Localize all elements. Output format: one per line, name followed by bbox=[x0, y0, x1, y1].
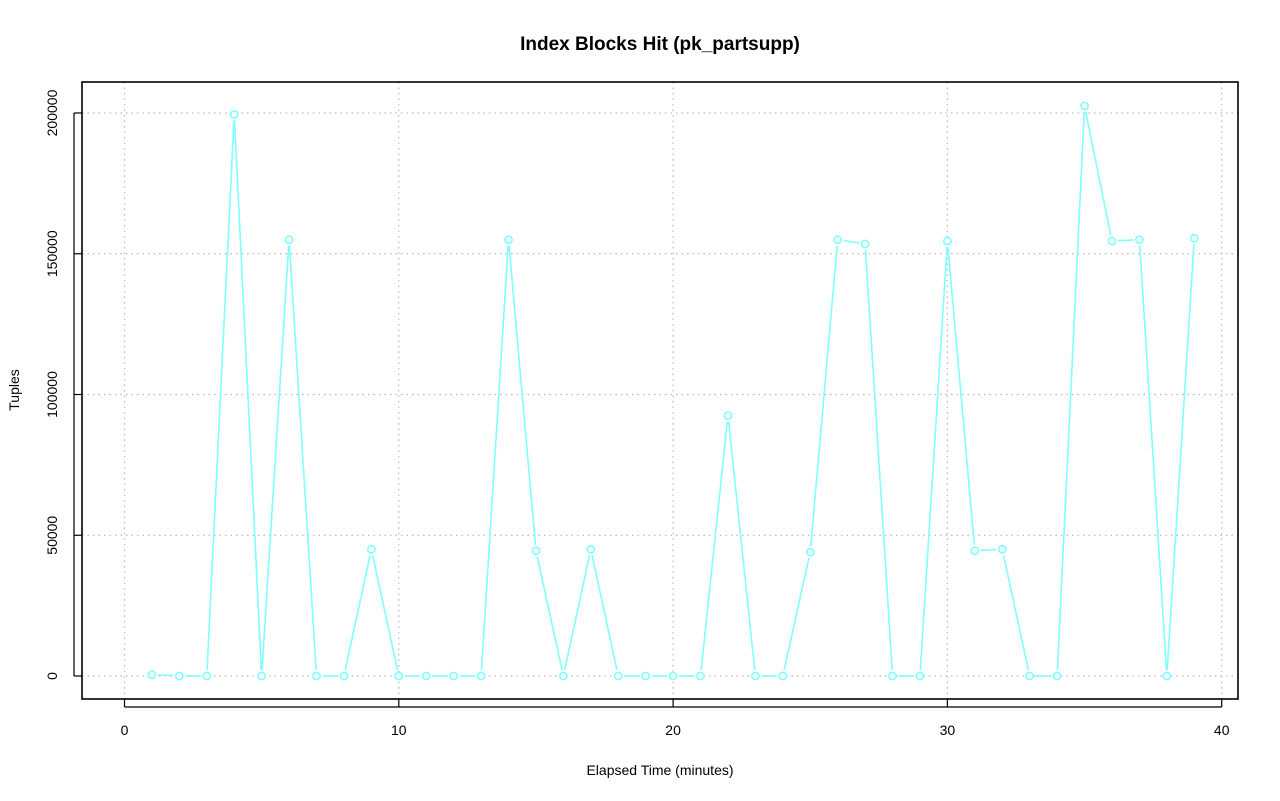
data-point bbox=[1107, 236, 1117, 246]
series-segment bbox=[563, 555, 591, 671]
data-point bbox=[312, 671, 321, 681]
data-point bbox=[805, 547, 815, 557]
series-segment bbox=[1138, 245, 1168, 671]
series-segment bbox=[1117, 239, 1134, 242]
series-line bbox=[147, 101, 1199, 681]
data-point bbox=[174, 671, 184, 681]
data-point bbox=[394, 671, 404, 681]
series-segment bbox=[1002, 555, 1030, 671]
data-point bbox=[696, 671, 705, 681]
x-axis-label: Elapsed Time (minutes) bbox=[586, 762, 733, 778]
data-point bbox=[668, 671, 678, 681]
series-segment bbox=[783, 557, 810, 671]
data-point bbox=[476, 671, 486, 681]
data-point bbox=[531, 546, 541, 556]
data-point bbox=[613, 671, 623, 681]
axes: 0 10 20 30 40 0 50000 100000 150000 200000 bbox=[44, 89, 1230, 738]
series bbox=[147, 101, 1199, 681]
data-point bbox=[778, 671, 788, 681]
data-point bbox=[339, 671, 349, 681]
data-point bbox=[943, 236, 952, 246]
y-tick-label: 0 bbox=[44, 672, 60, 680]
series-segment bbox=[980, 548, 997, 552]
data-point bbox=[1052, 671, 1062, 681]
series-segment bbox=[591, 555, 618, 671]
data-point bbox=[860, 239, 870, 249]
series-segment bbox=[233, 120, 263, 671]
data-point bbox=[833, 235, 843, 245]
x-tick-label: 0 bbox=[121, 722, 129, 738]
data-point bbox=[970, 546, 980, 556]
data-point bbox=[723, 411, 733, 421]
data-point bbox=[1162, 671, 1172, 681]
data-point bbox=[1080, 101, 1089, 111]
series-segment bbox=[809, 245, 838, 547]
series-segment bbox=[344, 555, 371, 671]
series-segment bbox=[843, 239, 860, 244]
series-segment bbox=[1166, 244, 1195, 671]
series-segment bbox=[206, 120, 235, 671]
series-segment bbox=[371, 555, 399, 671]
series-segment bbox=[1056, 111, 1086, 671]
data-point bbox=[202, 671, 212, 681]
chart-title: Index Blocks Hit (pk_partsupp) bbox=[520, 34, 800, 55]
series-segment bbox=[508, 245, 537, 545]
x-tick-label: 30 bbox=[940, 722, 956, 738]
data-point bbox=[229, 110, 239, 119]
data-point bbox=[558, 671, 568, 681]
data-point bbox=[888, 671, 897, 681]
x-tick-label: 10 bbox=[391, 722, 407, 738]
data-point bbox=[915, 671, 925, 681]
y-tick-label: 200000 bbox=[44, 89, 60, 136]
grid bbox=[82, 82, 1238, 699]
series-segment bbox=[480, 245, 509, 671]
data-point bbox=[504, 235, 513, 245]
data-point bbox=[421, 671, 431, 681]
data-point bbox=[1135, 235, 1144, 245]
y-tick-label: 50000 bbox=[44, 516, 60, 555]
series-segment bbox=[536, 556, 563, 671]
y-tick-label: 100000 bbox=[44, 371, 60, 418]
data-point bbox=[449, 671, 459, 681]
y-axis-label: Tuples bbox=[6, 369, 22, 411]
x-tick-label: 20 bbox=[665, 722, 681, 738]
data-point bbox=[1025, 671, 1035, 681]
plot-frame bbox=[81, 81, 1239, 700]
series-segment bbox=[727, 421, 756, 671]
series-segment bbox=[1084, 111, 1112, 236]
series-segment bbox=[288, 245, 317, 671]
data-point bbox=[147, 670, 157, 679]
y-tick-label: 150000 bbox=[44, 230, 60, 277]
data-point bbox=[641, 671, 651, 681]
data-point bbox=[750, 671, 760, 681]
series-segment bbox=[261, 245, 290, 671]
series-segment bbox=[700, 421, 729, 671]
data-point bbox=[586, 544, 596, 554]
series-segment bbox=[919, 247, 948, 671]
data-point bbox=[257, 671, 267, 681]
data-point bbox=[1189, 233, 1199, 243]
data-point bbox=[997, 544, 1007, 554]
data-point bbox=[284, 235, 294, 245]
data-point bbox=[366, 544, 376, 554]
x-tick-label: 40 bbox=[1214, 722, 1230, 738]
series-segment bbox=[864, 249, 893, 671]
series-segment bbox=[157, 674, 174, 677]
series-segment bbox=[947, 246, 976, 545]
